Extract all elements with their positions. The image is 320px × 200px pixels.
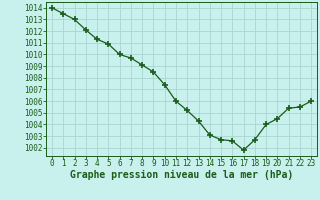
X-axis label: Graphe pression niveau de la mer (hPa): Graphe pression niveau de la mer (hPa) <box>70 170 293 180</box>
